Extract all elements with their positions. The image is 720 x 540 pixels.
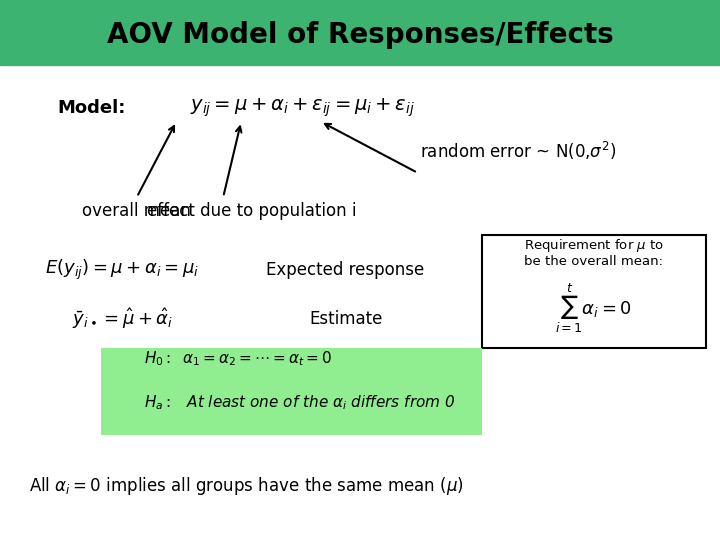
Text: Estimate: Estimate <box>309 309 382 328</box>
Bar <box>0 0 720 65</box>
Text: All $\alpha_i = 0$ implies all groups have the same mean ($\mu$): All $\alpha_i = 0$ implies all groups ha… <box>29 475 464 497</box>
Text: overall mean: overall mean <box>82 201 192 220</box>
Text: $H_0:\;\; \alpha_1 = \alpha_2 = \cdots = \alpha_t = 0$: $H_0:\;\; \alpha_1 = \alpha_2 = \cdots =… <box>144 350 332 368</box>
Text: Requirement for $\mu$ to: Requirement for $\mu$ to <box>524 237 664 254</box>
Bar <box>482 235 706 348</box>
Text: AOV Model of Responses/Effects: AOV Model of Responses/Effects <box>107 21 613 49</box>
Text: be the overall mean:: be the overall mean: <box>524 255 664 268</box>
Text: Expected response: Expected response <box>266 261 425 279</box>
Text: $H_a:\;\;$ At least one of the $\alpha_i$ differs from 0: $H_a:\;\;$ At least one of the $\alpha_i… <box>144 393 455 411</box>
Text: $\sum_{i=1}^{t} \alpha_i = 0$: $\sum_{i=1}^{t} \alpha_i = 0$ <box>556 281 632 335</box>
Text: effect due to population i: effect due to population i <box>148 201 356 220</box>
Text: $E(y_{ij}) = \mu + \alpha_i = \mu_i$: $E(y_{ij}) = \mu + \alpha_i = \mu_i$ <box>45 258 199 282</box>
Bar <box>101 348 482 435</box>
Text: random error ~ N(0,$\sigma^2$): random error ~ N(0,$\sigma^2$) <box>420 140 616 162</box>
Text: $y_{ij} = \mu + \alpha_i + \varepsilon_{ij} = \mu_i + \varepsilon_{ij}$: $y_{ij} = \mu + \alpha_i + \varepsilon_{… <box>190 97 415 119</box>
Text: $\bar{y}_{i\bullet} = \hat{\mu} + \hat{\alpha}_i$: $\bar{y}_{i\bullet} = \hat{\mu} + \hat{\… <box>72 306 173 331</box>
Text: Model:: Model: <box>58 99 126 117</box>
